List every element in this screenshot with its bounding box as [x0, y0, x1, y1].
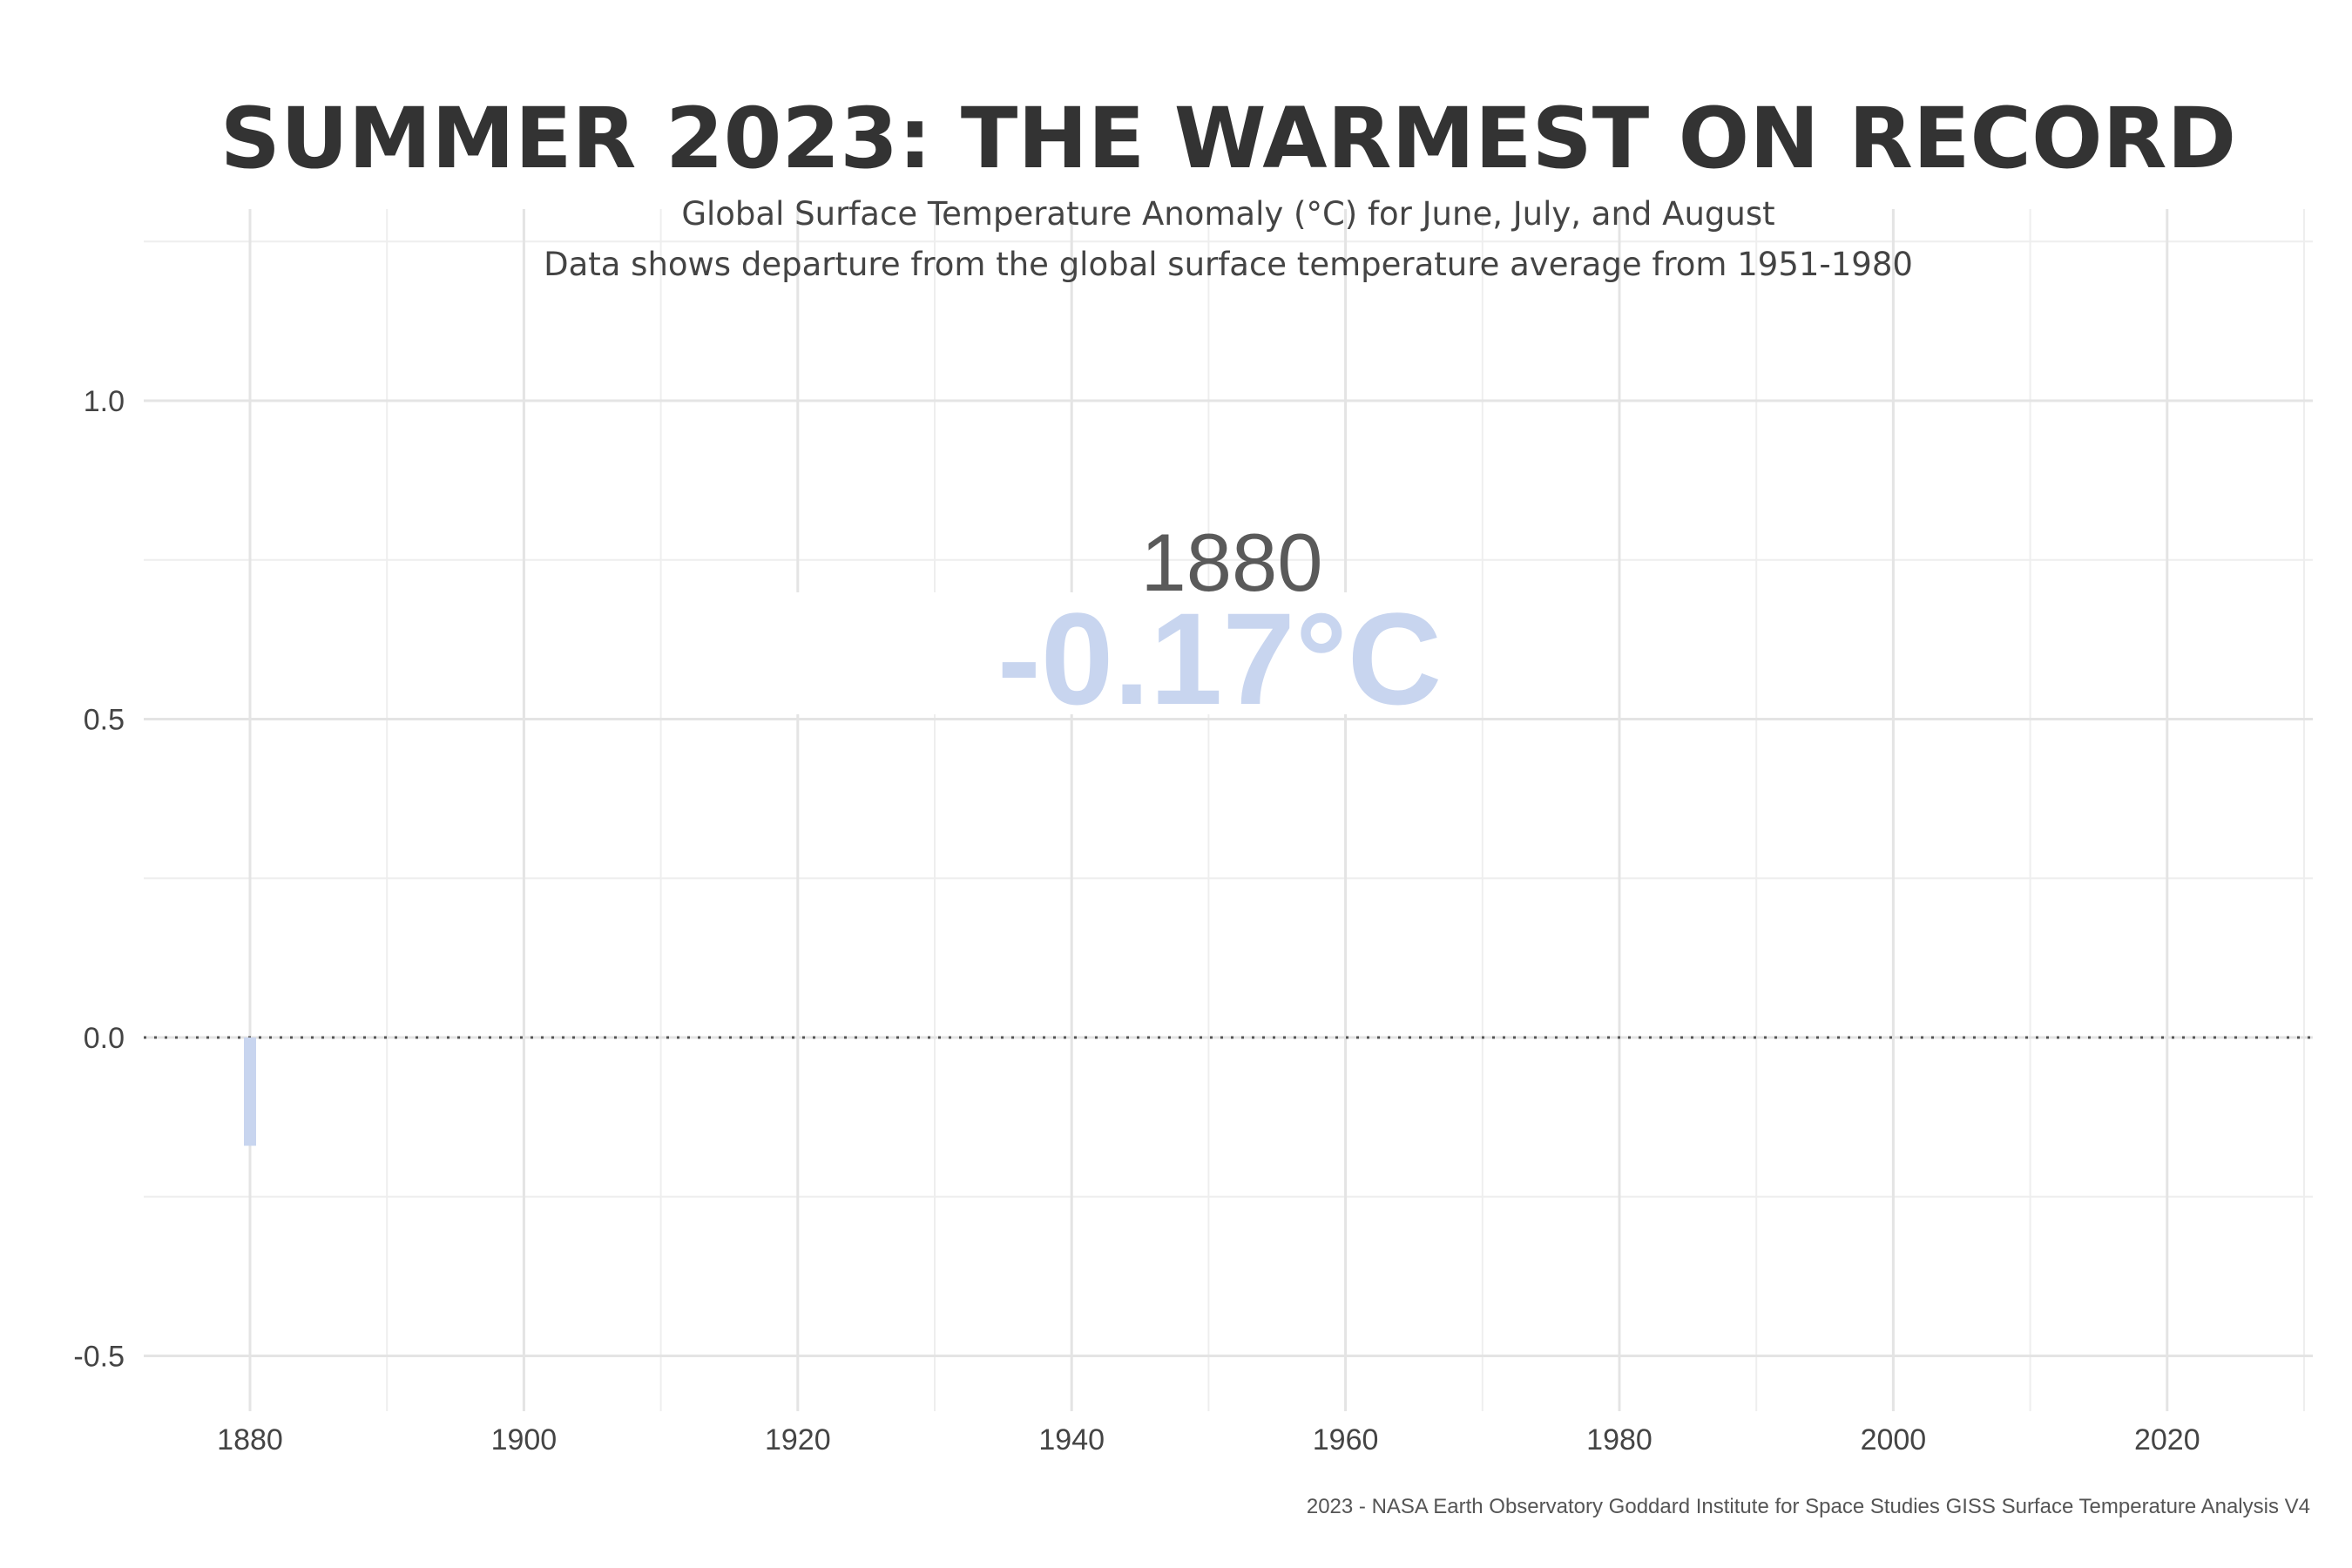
- x-tick-label: 1940: [1038, 1423, 1105, 1456]
- x-tick-label: 1980: [1586, 1423, 1652, 1456]
- x-tick-label: 2020: [2134, 1423, 2200, 1456]
- chart-subtitle-line-2: Data shows departure from the global sur…: [544, 246, 1913, 283]
- x-tick-label: 1920: [765, 1423, 831, 1456]
- chart-title: SUMMER 2023: THE WARMEST ON RECORD: [220, 90, 2236, 187]
- x-tick-label: 1960: [1313, 1423, 1379, 1456]
- y-tick-label: -0.5: [73, 1341, 125, 1374]
- chart-subtitle-line-1: Global Surface Temperature Anomaly (°C) …: [681, 195, 1774, 233]
- x-axis-tick-labels: 1880 1900 1920 1940 1960 1980 2000 2020: [217, 1423, 2200, 1456]
- anomaly-bar-1880: [244, 1037, 256, 1146]
- chart-caption: 2023 - NASA Earth Observatory Goddard In…: [1307, 1495, 2310, 1518]
- anomaly-bars: [244, 1037, 256, 1146]
- y-tick-label: 0.0: [84, 1022, 125, 1055]
- minor-gridlines: [144, 209, 2313, 1411]
- x-tick-label: 1880: [217, 1423, 283, 1456]
- y-tick-label: 0.5: [84, 704, 125, 737]
- y-axis-tick-labels: -0.5 0.0 0.5 1.0: [73, 385, 125, 1374]
- major-gridlines: [144, 209, 2313, 1411]
- x-tick-label: 1900: [491, 1423, 558, 1456]
- annotation-backdrop: [794, 592, 1404, 714]
- annotation-value: -0.17°C: [997, 585, 1442, 732]
- y-tick-label: 1.0: [84, 385, 125, 418]
- x-tick-label: 2000: [1861, 1423, 1927, 1456]
- annotation-year: 1880: [1140, 517, 1322, 608]
